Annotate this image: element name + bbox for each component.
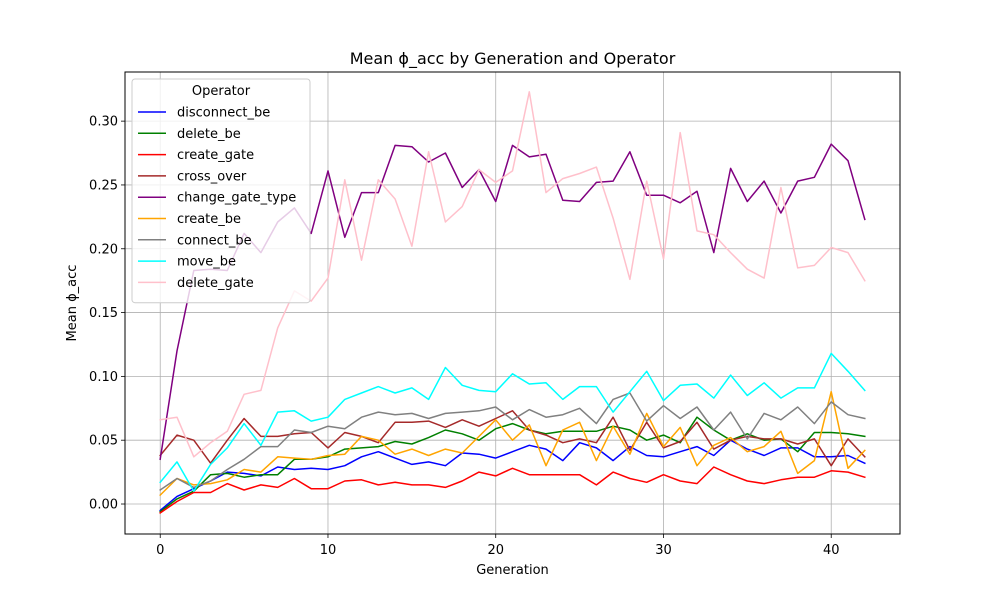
legend-label-create-gate: create_gate [177,148,254,163]
legend-title: Operator [192,84,251,99]
series-line-cross-over [159,410,866,467]
x-tick-label: 40 [823,543,840,558]
legend-label-create-be: create_be [177,212,241,227]
y-tick-label: 0.15 [89,306,118,321]
axis-ticks: 0 10 20 30 40 0.00 0.05 0.10 0.15 0.20 0.25 0.30 [89,115,839,558]
legend-label-move-be: move_be [177,255,236,270]
chart-title: Mean ϕ_acc by Generation and Operator [350,49,676,69]
legend-box [131,78,311,304]
x-tick-label: 30 [655,543,672,558]
y-tick-label: 0.30 [89,115,118,130]
x-tick-label: 0 [156,543,164,558]
x-axis-label: Generation [476,563,549,578]
x-tick-label: 20 [487,543,504,558]
series-line-move-be [159,352,866,492]
series-line-delete-gate [159,91,866,458]
y-axis-label: Mean ϕ_acc [65,265,80,342]
legend-label-cross-over: cross_over [177,169,247,184]
series-line-disconnect-be [159,439,866,512]
legend-label-delete-gate: delete_gate [177,276,254,291]
legend-label-delete-be: delete_be [177,127,241,142]
legend: Operator disconnect_be delete_be create_ga… [131,78,311,304]
legend-label-change-gate-type: change_gate_type [177,191,296,206]
y-tick-label: 0.20 [89,242,118,257]
legend-label-connect-be: connect_be [177,233,252,248]
y-tick-label: 0.05 [89,434,118,449]
x-tick-label: 10 [320,543,337,558]
y-tick-label: 0.10 [89,370,118,385]
series-line-delete-be [159,416,866,513]
plot-area-frame [124,71,901,535]
y-tick-label: 0.25 [89,178,118,193]
y-tick-label: 0.00 [89,498,118,513]
series-line-create-be [159,390,866,497]
series-lines [159,91,866,514]
series-line-connect-be [159,392,866,492]
series-line-create-gate [159,466,866,514]
legend-label-disconnect-be: disconnect_be [177,106,270,121]
